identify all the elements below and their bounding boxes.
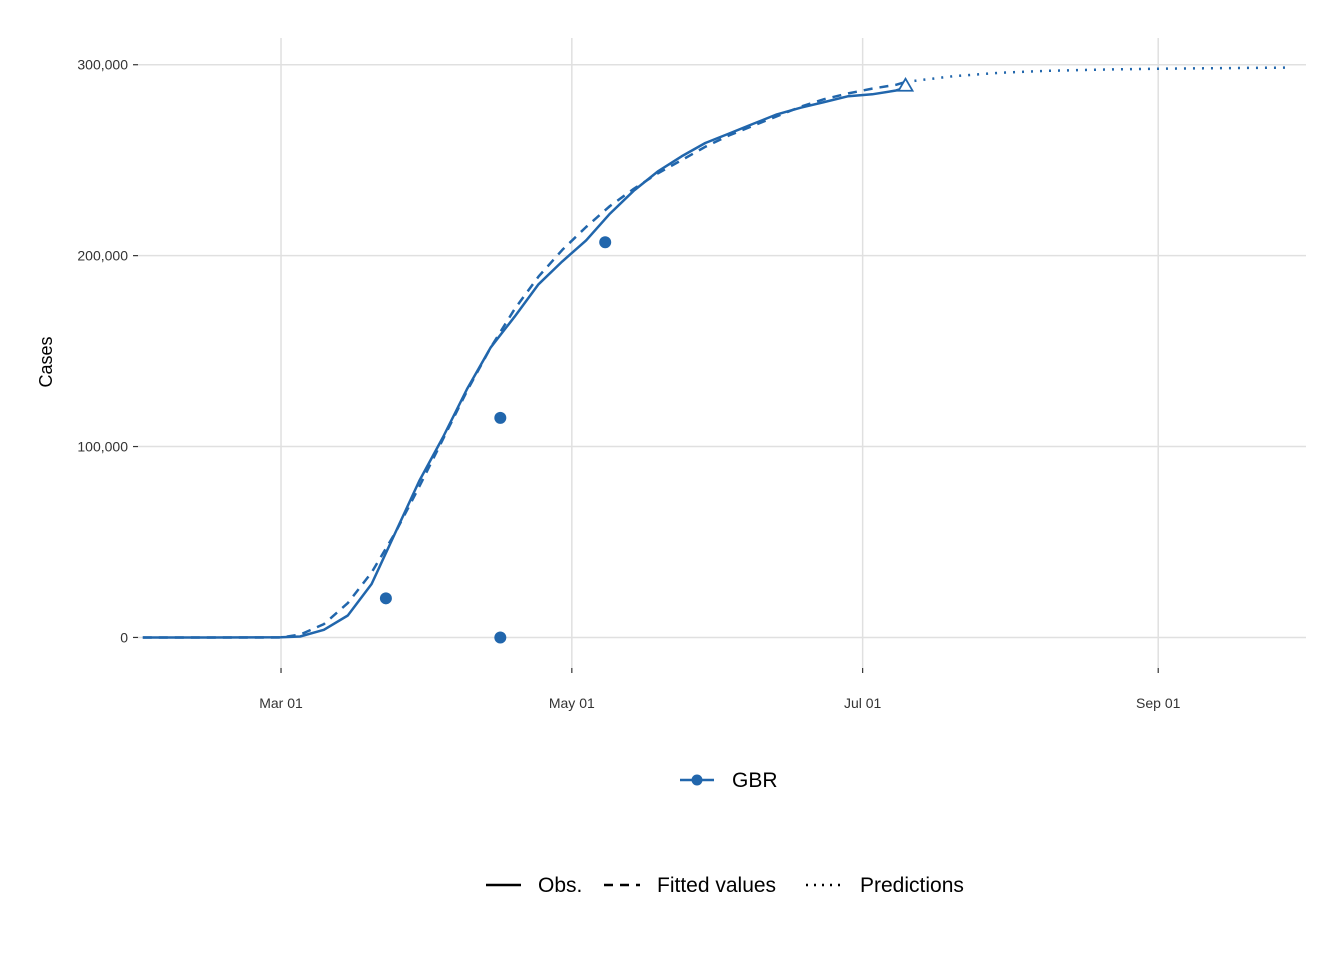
legend-country-label: GBR xyxy=(732,769,778,792)
legend-country-marker xyxy=(691,774,703,786)
x-tick-label: Jul 01 xyxy=(844,695,882,711)
legend-predictions-label: Predictions xyxy=(860,874,964,897)
y-tick-label: 0 xyxy=(120,629,128,645)
x-axis: Mar 01 May 01 Jul 01 Sep 01 xyxy=(259,668,1181,711)
x-tick-label: Mar 01 xyxy=(259,695,303,711)
legend-obs-label: Obs. xyxy=(538,874,582,897)
legend-linetype: Obs. Fitted values Predictions xyxy=(486,874,964,897)
series-line-dashed xyxy=(142,80,906,639)
data-point xyxy=(494,631,507,644)
series-line-solid xyxy=(142,86,906,639)
y-axis: 0 100,000 200,000 300,000 xyxy=(77,57,138,645)
legend-country: GBR xyxy=(680,769,778,792)
series-line-dotted xyxy=(905,66,1287,84)
x-tick-label: Sep 01 xyxy=(1136,695,1181,711)
points-layer xyxy=(379,76,915,644)
x-tick-label: May 01 xyxy=(549,695,595,711)
y-tick-label: 100,000 xyxy=(77,439,128,455)
series-layer xyxy=(142,66,1287,639)
data-point xyxy=(379,592,392,605)
legend-fitted-label: Fitted values xyxy=(657,874,776,897)
end-marker-triangle xyxy=(896,76,915,92)
y-tick-label: 200,000 xyxy=(77,248,128,264)
grid-lines xyxy=(138,38,1306,668)
y-tick-label: 300,000 xyxy=(77,57,128,73)
y-axis-title: Cases xyxy=(36,336,56,387)
data-point xyxy=(494,411,507,424)
data-point xyxy=(599,236,612,249)
